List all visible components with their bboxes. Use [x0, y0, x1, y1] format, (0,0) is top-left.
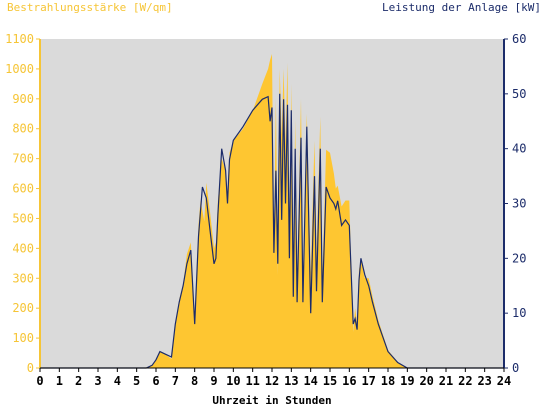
x-tick-label: 13: [284, 374, 298, 388]
x-tick-label: 21: [439, 374, 453, 388]
x-tick-label: 24: [497, 374, 511, 388]
x-tick-label: 22: [458, 374, 472, 388]
left-tick-label: 300: [12, 271, 34, 285]
left-axis-title: Bestrahlungsstärke [W/qm]: [7, 1, 173, 14]
left-tick-label: 800: [12, 122, 34, 136]
left-axis-ticks: 0 100 200 300 400 500 600 700 800 900 1000 1100: [5, 32, 40, 375]
left-tick-label: 200: [12, 301, 34, 315]
x-tick-label: 11: [245, 374, 259, 388]
right-tick-label: 10: [512, 306, 526, 320]
x-tick-label: 15: [323, 374, 337, 388]
x-axis-title: Uhrzeit in Stunden: [212, 394, 332, 407]
x-tick-label: 8: [191, 374, 198, 388]
x-tick-label: 9: [210, 374, 217, 388]
left-tick-label: 900: [12, 92, 34, 106]
x-tick-label: 4: [114, 374, 121, 388]
right-axis-title: Leistung der Anlage [kW]: [382, 1, 541, 14]
left-tick-label: 700: [12, 152, 34, 166]
right-tick-label: 30: [512, 197, 526, 211]
left-tick-label: 1000: [5, 62, 34, 76]
right-tick-label: 50: [512, 87, 526, 101]
x-tick-label: 10: [226, 374, 240, 388]
left-tick-label: 500: [12, 211, 34, 225]
right-tick-label: 0: [512, 361, 519, 375]
irradiance-area: [40, 54, 504, 368]
left-tick-label: 0: [27, 361, 34, 375]
right-tick-label: 20: [512, 251, 526, 265]
x-tick-label: 20: [419, 374, 433, 388]
left-tick-label: 600: [12, 182, 34, 196]
left-tick-label: 100: [12, 331, 34, 345]
x-tick-label: 23: [477, 374, 491, 388]
left-tick-label: 400: [12, 241, 34, 255]
x-tick-label: 19: [400, 374, 414, 388]
x-tick-label: 3: [94, 374, 101, 388]
x-tick-label: 5: [133, 374, 140, 388]
x-tick-label: 6: [152, 374, 159, 388]
x-tick-label: 14: [303, 374, 317, 388]
x-tick-label: 7: [172, 374, 179, 388]
x-tick-label: 1: [56, 374, 63, 388]
x-tick-label: 12: [265, 374, 279, 388]
x-tick-label: 16: [342, 374, 356, 388]
right-axis-ticks: 0 10 20 30 40 50 60: [504, 32, 526, 375]
right-tick-label: 40: [512, 142, 526, 156]
x-tick-label: 0: [36, 374, 43, 388]
x-axis-ticks: 0 1 2 3 4 5 6 7 8 9 10 11 12 13 14 15 16 17 18 19 20 21 22 23 24: [36, 368, 511, 388]
x-tick-label: 17: [361, 374, 375, 388]
right-tick-label: 60: [512, 32, 526, 46]
x-tick-label: 18: [381, 374, 395, 388]
power-line: [40, 93, 504, 369]
left-tick-label: 1100: [5, 32, 34, 46]
x-tick-label: 2: [75, 374, 82, 388]
